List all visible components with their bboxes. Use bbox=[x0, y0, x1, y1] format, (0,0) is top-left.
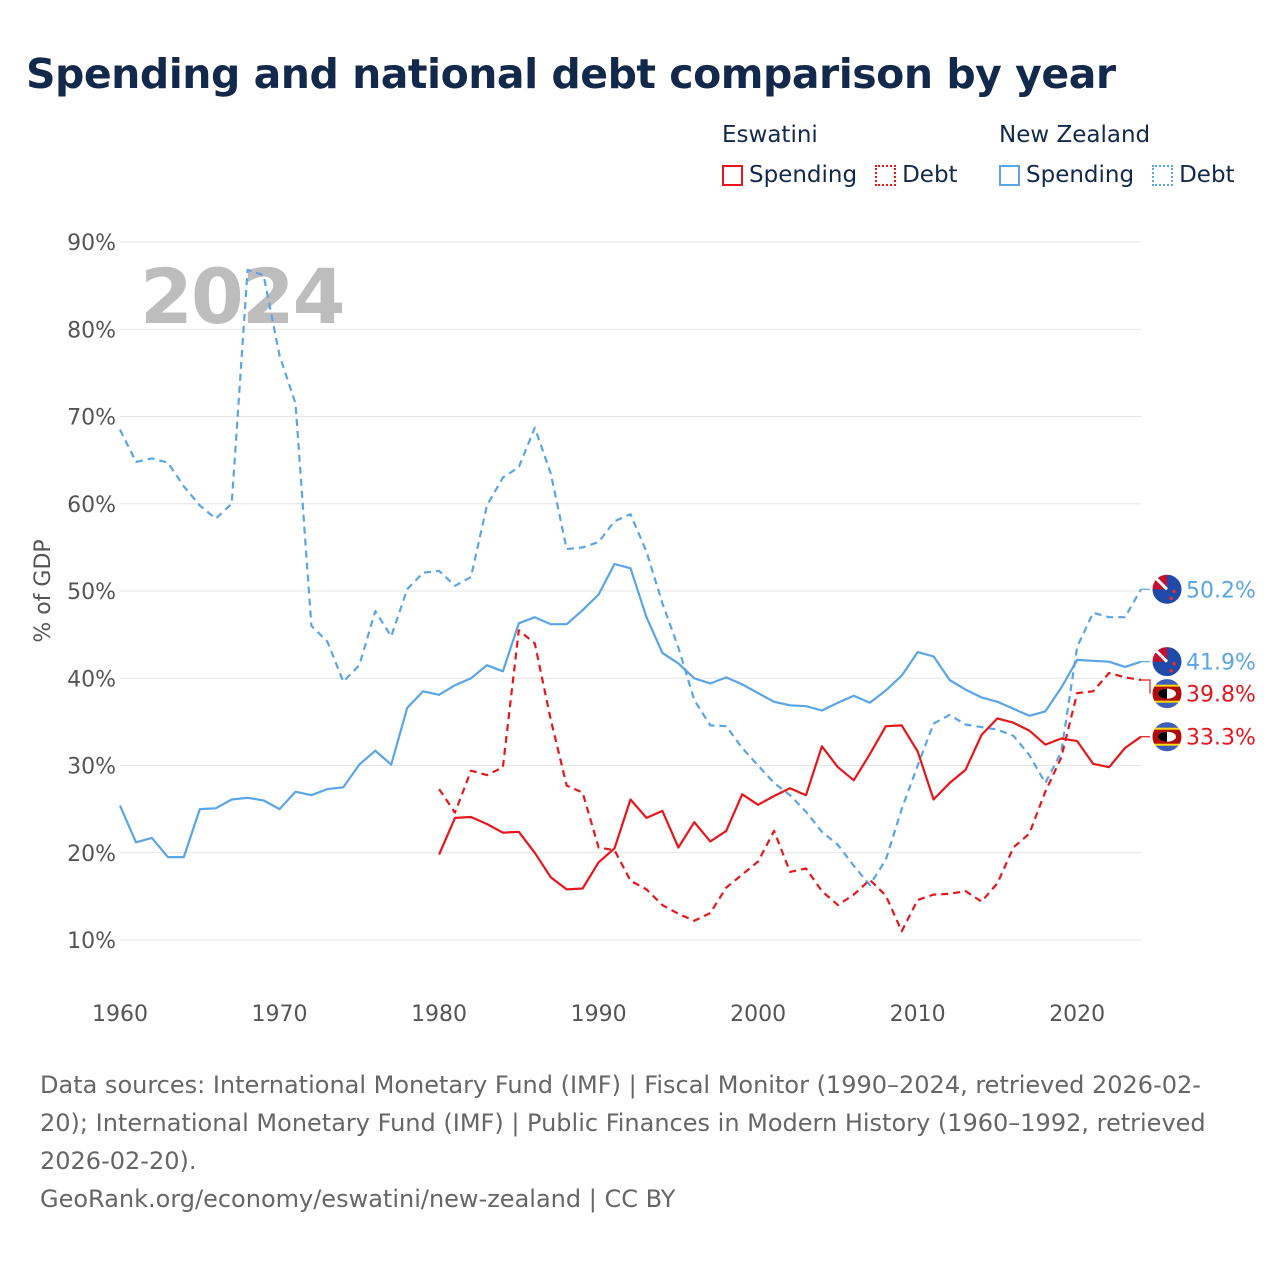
legend-label: Spending bbox=[749, 162, 858, 188]
legend-item-new-zealand-debt[interactable]: Debt bbox=[1152, 162, 1235, 188]
new-zealand-flag-icon bbox=[1151, 646, 1183, 678]
y-tick-label: 20% bbox=[67, 842, 116, 867]
data-sources: Data sources: International Monetary Fun… bbox=[40, 1071, 1206, 1175]
x-tick-label: 2010 bbox=[890, 1002, 946, 1027]
legend-swatch-solid-blue bbox=[999, 164, 1020, 186]
new-zealand-flag-icon bbox=[1151, 573, 1183, 605]
eswatini-flag-icon bbox=[1151, 678, 1183, 710]
legend-swatch-dotted-blue bbox=[1152, 164, 1174, 186]
y-tick-label: 70% bbox=[67, 406, 116, 431]
legend-label: Debt bbox=[1179, 162, 1235, 188]
legend-new-zealand: New Zealand Spending Debt bbox=[999, 122, 1235, 188]
x-tick-label: 1960 bbox=[92, 1002, 148, 1027]
footer: Data sources: International Monetary Fun… bbox=[40, 1066, 1240, 1218]
y-tick-label: 80% bbox=[67, 318, 116, 343]
series-line-new-zealand-debt bbox=[119, 268, 1142, 887]
y-tick-label: 40% bbox=[67, 667, 116, 692]
y-tick-label: 90% bbox=[67, 231, 116, 256]
legend-item-eswatini-debt[interactable]: Debt bbox=[875, 162, 958, 188]
x-tick-label: 2000 bbox=[730, 1002, 786, 1027]
legend-item-eswatini-spending[interactable]: Spending bbox=[722, 162, 857, 188]
y-axis-label: % of GDP bbox=[31, 539, 56, 642]
series-line-new-zealand-spending bbox=[118, 562, 1142, 859]
legend-country-eswatini: Eswatini bbox=[722, 122, 818, 148]
legend-label: Debt bbox=[902, 162, 958, 188]
legend-eswatini: Eswatini Spending Debt bbox=[722, 122, 976, 188]
x-tick-label: 1990 bbox=[571, 1002, 627, 1027]
end-value-label: 33.3% bbox=[1186, 726, 1256, 751]
end-value-label: 39.8% bbox=[1186, 683, 1256, 708]
y-tick-label: 60% bbox=[67, 493, 116, 518]
legend-label: Spending bbox=[1026, 162, 1135, 188]
legend-item-new-zealand-spending[interactable]: Spending bbox=[999, 162, 1134, 188]
end-value-label: 50.2% bbox=[1186, 578, 1256, 603]
x-tick-label: 2020 bbox=[1049, 1002, 1105, 1027]
line-chart: 10% 20% 30% 40% 50% 60% 70% 80% 90% 1960 1970 1980 1… bbox=[31, 231, 1256, 1027]
y-tick-label: 50% bbox=[67, 580, 116, 605]
end-value-label: 41.9% bbox=[1186, 651, 1256, 676]
x-tick-label: 1970 bbox=[252, 1002, 308, 1027]
y-tick-label: 30% bbox=[67, 755, 116, 780]
page-title: Spending and national debt comparison by… bbox=[26, 50, 1116, 98]
series-line-eswatini-spending bbox=[438, 717, 1142, 891]
legend-country-new-zealand: New Zealand bbox=[999, 122, 1151, 148]
y-tick-label: 10% bbox=[67, 929, 116, 954]
end-connector bbox=[1141, 679, 1151, 694]
x-tick-label: 1980 bbox=[411, 1002, 467, 1027]
legend-swatch-dotted-red bbox=[875, 164, 897, 186]
legend-swatch-solid-red bbox=[722, 164, 743, 186]
credit-link[interactable]: GeoRank.org/economy/eswatini/new-zealand… bbox=[40, 1185, 676, 1213]
series-line-eswatini-debt bbox=[438, 629, 1142, 933]
eswatini-flag-icon bbox=[1151, 721, 1183, 753]
